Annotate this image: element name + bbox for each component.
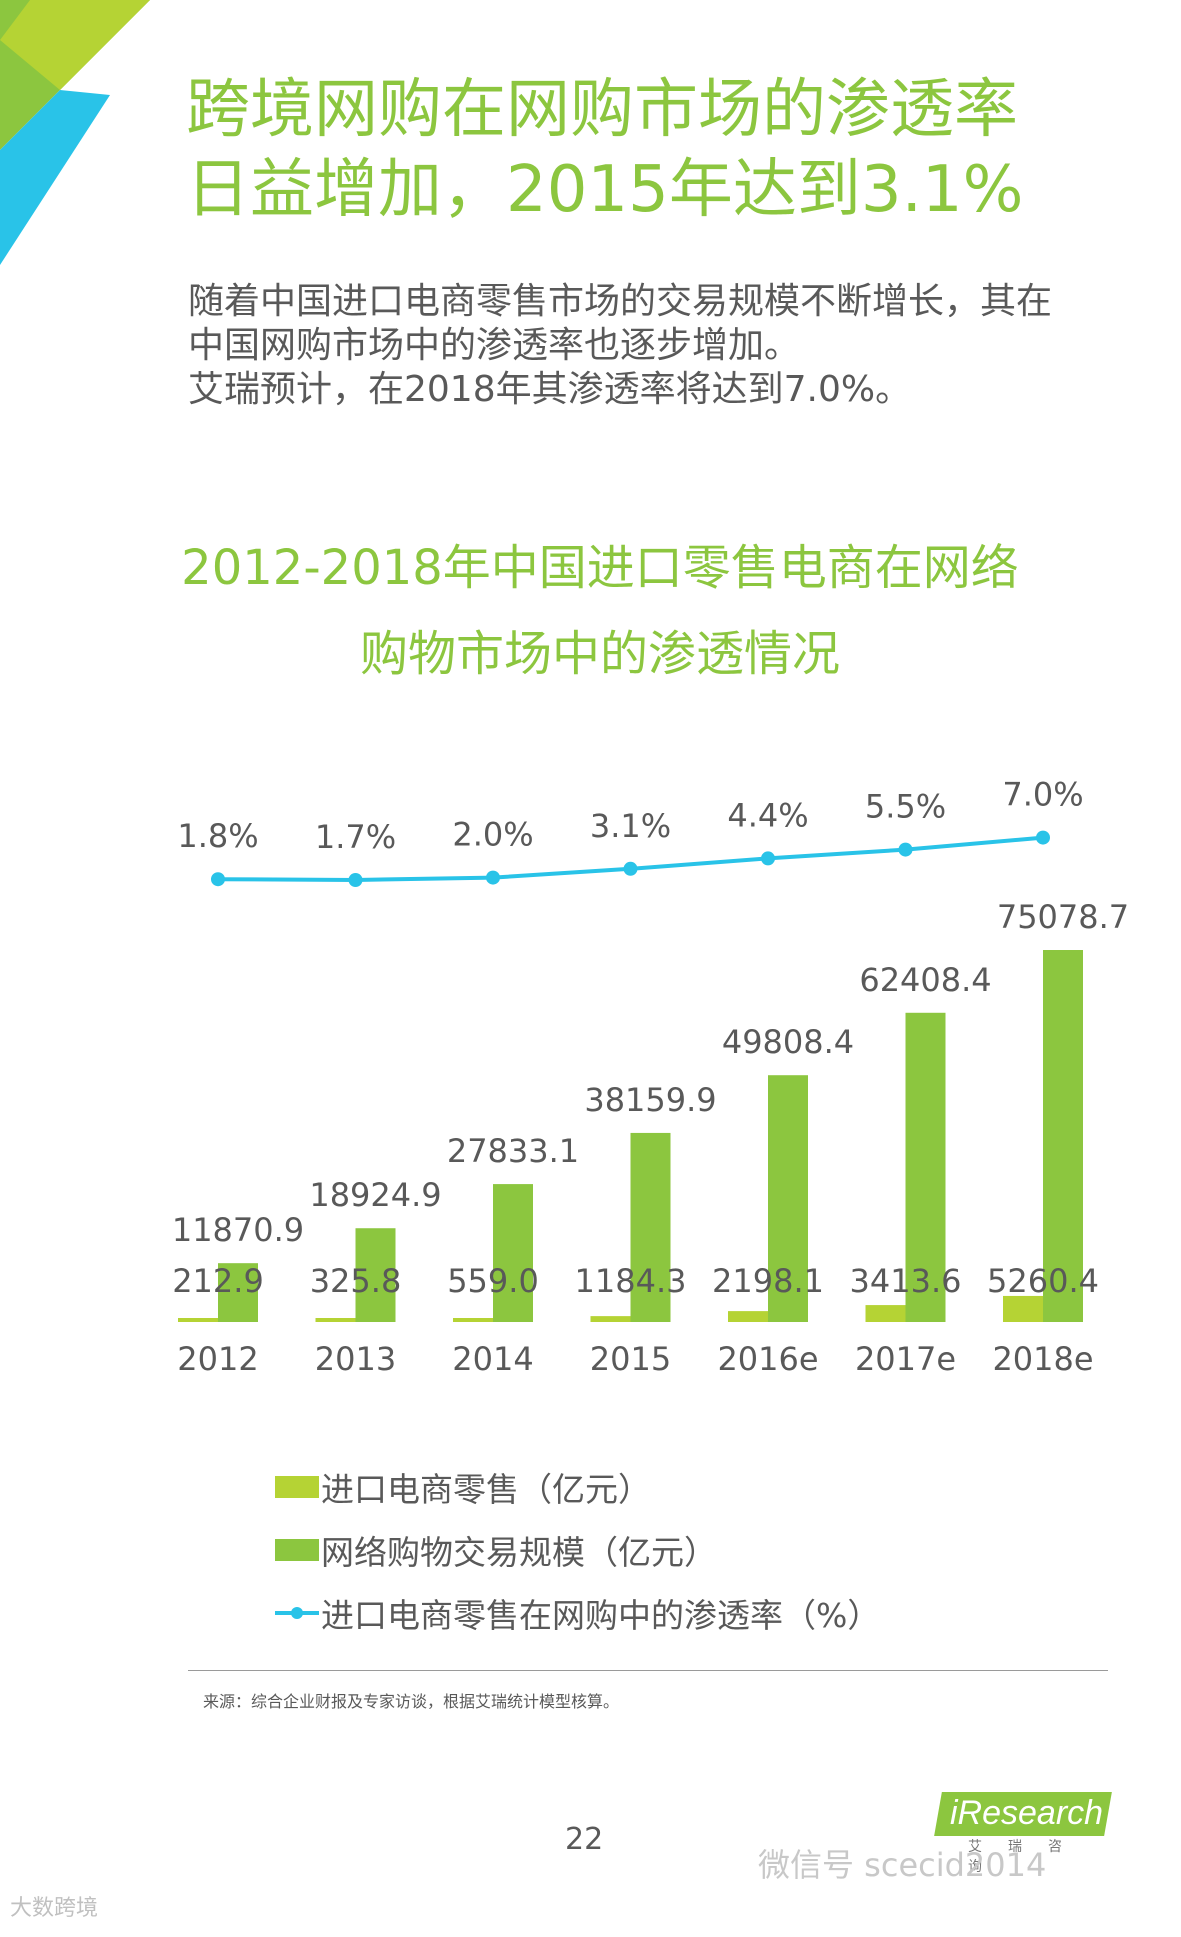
legend-label-penetration: 进口电商零售在网购中的渗透率（%） bbox=[321, 1595, 881, 1635]
import-retail-bar bbox=[865, 1305, 906, 1322]
online-shopping-bar bbox=[768, 1075, 808, 1322]
legend-swatch-penetration bbox=[275, 1602, 319, 1624]
x-axis-tick-label: 2015 bbox=[590, 1340, 671, 1378]
headline-line-2: 日益增加，2015年达到3.1% bbox=[186, 153, 1024, 227]
legend: 进口电商零售（亿元） 网络购物交易规模（亿元） 进口电商零售在网购中的渗透率（%… bbox=[275, 1455, 880, 1644]
online-shopping-value-label: 49808.4 bbox=[722, 1023, 854, 1061]
import-retail-value-label: 5260.4 bbox=[987, 1262, 1099, 1300]
x-axis-tick-label: 2013 bbox=[315, 1340, 396, 1378]
chart-title-line-2: 购物市场中的渗透情况 bbox=[359, 626, 840, 682]
penetration-value-label: 4.4% bbox=[727, 796, 808, 834]
intro-line-2: 中国网购市场中的渗透率也逐步增加。 bbox=[188, 325, 801, 366]
penetration-value-label: 7.0% bbox=[1002, 776, 1083, 814]
source-divider bbox=[188, 1670, 1108, 1671]
penetration-point bbox=[623, 861, 638, 876]
import-retail-bar bbox=[453, 1318, 493, 1322]
import-retail-value-label: 3413.6 bbox=[850, 1262, 962, 1300]
online-shopping-value-label: 62408.4 bbox=[859, 961, 991, 999]
legend-swatch-online-shopping bbox=[275, 1538, 319, 1561]
import-retail-bar bbox=[728, 1311, 768, 1322]
bars-group bbox=[178, 950, 1083, 1322]
legend-label-online-shopping: 网络购物交易规模（亿元） bbox=[321, 1532, 717, 1572]
penetration-value-label: 1.8% bbox=[177, 817, 258, 855]
intro-paragraph: 随着中国进口电商零售市场的交易规模不断增长，其在 中国网购市场中的渗透率也逐步增… bbox=[188, 280, 1108, 412]
online-shopping-value-label: 27833.1 bbox=[447, 1132, 579, 1170]
iresearch-logo: iResearch 艾瑞咨询 bbox=[934, 1786, 1112, 1875]
penetration-point bbox=[898, 842, 913, 857]
penetration-point bbox=[486, 870, 500, 885]
x-axis-tick-label: 2012 bbox=[177, 1340, 258, 1378]
online-shopping-bar bbox=[905, 1012, 946, 1322]
penetration-value-label: 2.0% bbox=[452, 816, 533, 854]
online-shopping-bar bbox=[355, 1228, 396, 1322]
x-axis-tick-label: 2018e bbox=[992, 1340, 1093, 1378]
import-retail-value-label: 2198.1 bbox=[712, 1262, 824, 1300]
chart-title: 2012-2018年中国进口零售电商在网络 购物市场中的渗透情况 bbox=[140, 525, 1060, 697]
import-retail-value-label: 1184.3 bbox=[575, 1262, 687, 1300]
import-retail-bar bbox=[1003, 1295, 1043, 1322]
x-axis-tick-label: 2017e bbox=[855, 1340, 956, 1378]
wechat-watermark: 微信号 scecid2014 bbox=[758, 1846, 1047, 1884]
legend-label-import-retail: 进口电商零售（亿元） bbox=[321, 1469, 651, 1509]
import-retail-value-label: 559.0 bbox=[447, 1262, 539, 1300]
penetration-point bbox=[1036, 830, 1050, 845]
legend-item-penetration: 进口电商零售在网购中的渗透率（%） bbox=[275, 1581, 880, 1644]
logo-subtitle: 艾瑞咨询 bbox=[968, 1839, 1088, 1875]
legend-swatch-import-retail bbox=[275, 1475, 319, 1498]
penetration-point bbox=[761, 851, 775, 866]
online-shopping-bar bbox=[1043, 950, 1083, 1322]
import-retail-bar bbox=[315, 1318, 356, 1322]
page-headline: 跨境网购在网购市场的渗透率 日益增加，2015年达到3.1% bbox=[186, 70, 1146, 230]
penetration-line-group bbox=[211, 830, 1050, 887]
online-shopping-bar bbox=[493, 1184, 533, 1322]
x-axis-tick-label: 2014 bbox=[452, 1340, 533, 1378]
penetration-point bbox=[211, 872, 225, 887]
online-shopping-bar bbox=[218, 1263, 258, 1322]
headline-line-1: 跨境网购在网购市场的渗透率 bbox=[186, 73, 1018, 147]
intro-line-3: 艾瑞预计，在2018年其渗透率将达到7.0%。 bbox=[188, 369, 912, 410]
online-shopping-bar bbox=[630, 1132, 671, 1322]
chart-title-line-1: 2012-2018年中国进口零售电商在网络 bbox=[181, 540, 1019, 596]
import-retail-bar bbox=[590, 1316, 631, 1322]
corner-decoration bbox=[0, 0, 150, 265]
intro-line-1: 随着中国进口电商零售市场的交易规模不断增长，其在 bbox=[188, 281, 1053, 322]
x-axis-tick-label: 2016e bbox=[717, 1340, 818, 1378]
import-retail-bar bbox=[178, 1318, 218, 1322]
legend-item-import-retail: 进口电商零售（亿元） bbox=[275, 1455, 880, 1518]
penetration-value-label: 3.1% bbox=[590, 807, 671, 845]
penetration-value-label: 1.7% bbox=[315, 818, 396, 856]
source-note: 来源：综合企业财报及专家访谈，根据艾瑞统计模型核算。 bbox=[203, 1692, 620, 1711]
online-shopping-value-label: 18924.9 bbox=[309, 1176, 441, 1214]
import-retail-value-label: 212.9 bbox=[172, 1262, 264, 1300]
labels-group: 11870.9 212.9 2012 18924.9 325.8 2013 27833.1 5… bbox=[172, 776, 1129, 1378]
logo-text: iResearch bbox=[950, 1794, 1104, 1832]
penetration-value-label: 5.5% bbox=[865, 788, 946, 826]
online-shopping-value-label: 75078.7 bbox=[997, 898, 1129, 936]
import-retail-value-label: 325.8 bbox=[310, 1262, 402, 1300]
legend-item-online-shopping: 网络购物交易规模（亿元） bbox=[275, 1518, 880, 1581]
page-number: 22 bbox=[565, 1822, 604, 1857]
penetration-point bbox=[348, 873, 363, 887]
online-shopping-value-label: 38159.9 bbox=[584, 1081, 716, 1119]
bottom-left-watermark: 大数跨境 bbox=[10, 1896, 99, 1921]
online-shopping-value-label: 11870.9 bbox=[172, 1211, 304, 1249]
